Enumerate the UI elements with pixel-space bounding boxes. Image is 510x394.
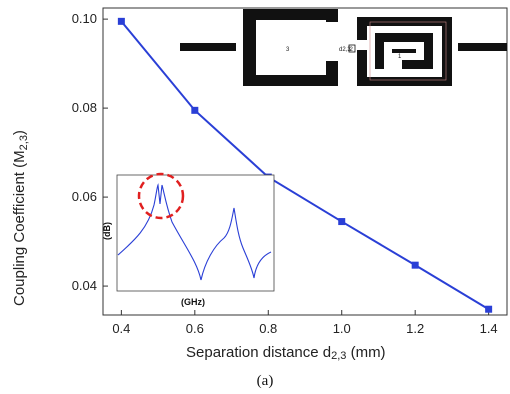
y-tick-label: 0.04 xyxy=(72,278,97,293)
data-point xyxy=(117,17,125,25)
y-axis: 0.04 0.06 0.08 0.10 xyxy=(72,11,108,293)
series-line xyxy=(120,20,490,311)
x-tick-label: 0.4 xyxy=(112,321,130,336)
data-point xyxy=(338,218,346,226)
resonator-3-label: 3 xyxy=(286,47,290,53)
plot-frame xyxy=(102,7,508,316)
y-tick-label: 0.08 xyxy=(72,100,97,115)
y-tick-label: 0.10 xyxy=(72,11,97,26)
x-axis: 0.4 0.6 0.8 1.0 1.2 1.4 xyxy=(112,310,498,336)
gap-label: d2,3 xyxy=(339,47,351,53)
inset-curve xyxy=(117,183,272,281)
inset-x-label: (GHz) xyxy=(181,297,205,307)
data-point xyxy=(411,261,419,269)
x-tick-label: 0.8 xyxy=(259,321,277,336)
highlight-circle xyxy=(137,172,185,220)
y-axis-title: Coupling Coefficient (M2,3) xyxy=(11,130,30,306)
x-axis-title: Separation distance d2,3 (mm) xyxy=(186,344,386,362)
resonator-diagram: 3 d2,3 2 1 xyxy=(180,9,507,86)
inset-y-label: (dB) xyxy=(102,222,112,240)
x-tick-label: 1.4 xyxy=(480,321,498,336)
data-point xyxy=(485,305,493,313)
resonator-2-label: 2 xyxy=(350,47,354,53)
figure-caption: (a) xyxy=(257,373,274,389)
inset-plot: (dB) (GHz) xyxy=(102,172,275,307)
inset-frame xyxy=(116,174,275,292)
y-tick-label: 0.06 xyxy=(72,189,97,204)
x-tick-label: 1.2 xyxy=(406,321,424,336)
data-point xyxy=(191,106,199,114)
x-tick-label: 1.0 xyxy=(333,321,351,336)
resonator-1-label: 1 xyxy=(398,54,402,60)
x-tick-label: 0.6 xyxy=(186,321,204,336)
